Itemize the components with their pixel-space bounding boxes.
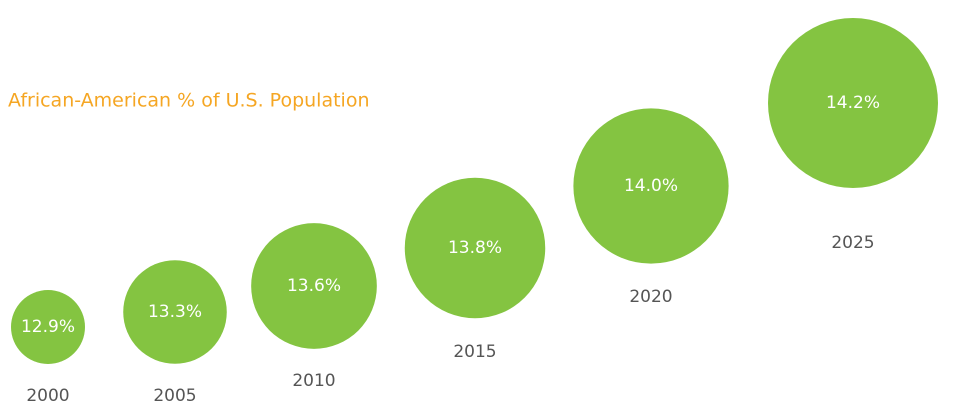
- bubble: [11, 290, 85, 364]
- bubble: [251, 223, 377, 349]
- value-label: 12.9%: [21, 317, 75, 337]
- value-label: 13.3%: [148, 302, 202, 322]
- chart-title: African-American % of U.S. Population: [8, 90, 369, 112]
- year-label: 2010: [292, 371, 335, 391]
- bubble: [123, 260, 227, 364]
- bubble: [768, 18, 938, 188]
- year-label: 2025: [831, 233, 874, 253]
- value-label: 14.2%: [826, 93, 880, 113]
- year-label: 2020: [629, 287, 672, 307]
- value-label: 14.0%: [624, 176, 678, 196]
- bubble: [404, 177, 546, 319]
- year-label: 2015: [453, 342, 496, 362]
- value-label: 13.6%: [287, 276, 341, 296]
- year-label: 2000: [26, 386, 69, 406]
- year-label: 2005: [153, 386, 196, 406]
- value-label: 13.8%: [448, 238, 502, 258]
- bubble: [573, 108, 729, 264]
